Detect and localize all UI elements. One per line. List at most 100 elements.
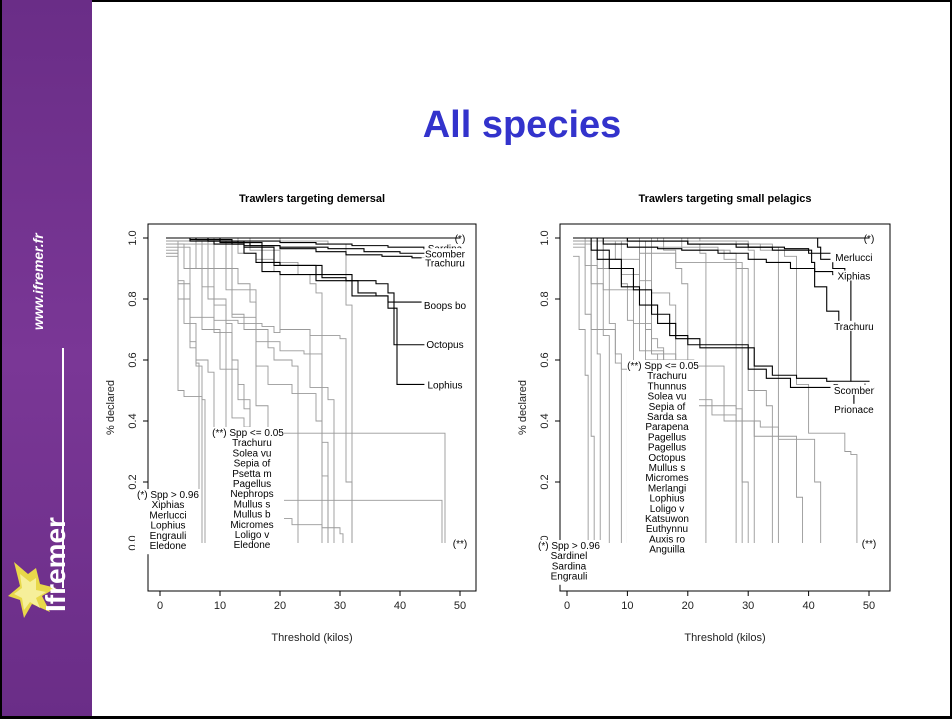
low-species-header: (**) Spp <= 0.05	[212, 428, 284, 439]
low-species-item: Solea vu	[233, 448, 272, 459]
y-axis-label: % declared	[517, 380, 529, 435]
low-species-bg	[212, 427, 284, 554]
low-species-item: Mullus s	[649, 463, 686, 474]
low-species-item: Anguilla	[649, 545, 685, 556]
line-label-bg	[424, 339, 466, 350]
x-tick-label: 50	[454, 600, 466, 612]
line-label-bg	[833, 384, 875, 395]
top-marker: (*)	[864, 234, 875, 245]
line-label: Prionace	[834, 405, 874, 416]
series-line-trachuru	[573, 237, 869, 327]
line-label-bg	[421, 257, 469, 268]
high-species-item: Engrauli	[551, 572, 588, 583]
low-species-item: Thunnus	[648, 381, 687, 392]
high-species-item: Xiphias	[152, 500, 185, 511]
x-axis-label: Threshold (kilos)	[684, 632, 765, 644]
bottom-border	[0, 716, 952, 719]
left-border	[0, 0, 2, 719]
y-tick-label: 0.4	[539, 413, 551, 428]
series-line-solea-vu	[166, 240, 299, 543]
series-line-katsuwon	[573, 237, 610, 543]
right-border	[950, 0, 952, 719]
low-species-item: Pagellus	[648, 432, 686, 443]
low-species-item: Loligo v	[235, 530, 269, 541]
y-tick-label: 0.8	[127, 291, 139, 306]
low-species-bg	[627, 360, 699, 558]
x-tick-label: 30	[334, 600, 346, 612]
brand-divider	[62, 348, 64, 588]
x-tick-label: 30	[742, 600, 754, 612]
series-line-octopus	[166, 237, 460, 346]
line-label: Lophius	[427, 380, 462, 391]
y-tick-label: 0.2	[539, 474, 551, 489]
y-axis-label: % declared	[105, 380, 117, 435]
logo-splash-icon	[8, 562, 56, 618]
high-species-header: (*) Spp > 0.96	[538, 541, 600, 552]
line-label: Octopus	[426, 340, 463, 351]
series-line-boops-bo	[573, 237, 870, 388]
chart-title: Trawlers targeting demersal	[239, 193, 385, 205]
series-line-eledone	[166, 240, 215, 543]
series-line-prionace	[573, 237, 869, 410]
top-border	[92, 0, 952, 2]
line-label: Trachuru	[425, 258, 465, 269]
low-species-item: Mullus b	[233, 510, 271, 521]
low-species-item: Psetta m	[232, 469, 271, 480]
high-species-item: Sardinel	[551, 551, 588, 562]
x-tick-label: 0	[564, 600, 570, 612]
sidebar-url[interactable]: www.ifremer.fr	[30, 233, 46, 330]
high-species-item: Sardina	[552, 561, 587, 572]
low-species-item: Parapena	[645, 422, 689, 433]
high-species-item: Merlucci	[149, 510, 186, 521]
high-species-bg	[135, 489, 201, 555]
x-tick-label: 50	[863, 600, 875, 612]
line-label: Scomber	[425, 249, 466, 260]
low-species-item: Auxis ro	[649, 534, 686, 545]
low-species-item: Trachuru	[647, 371, 687, 382]
chart-title: Trawlers targeting small pelagics	[638, 193, 811, 205]
high-species-item: Lophius	[150, 521, 185, 532]
line-label: Merlucci	[835, 253, 872, 264]
sidebar-brand: Ifremer	[40, 517, 71, 612]
series-line-sardinel	[573, 255, 589, 543]
line-label-bg	[421, 300, 469, 311]
low-species-item: Octopus	[648, 453, 685, 464]
low-species-item: Sarda sa	[647, 412, 687, 423]
x-tick-label: 0	[157, 600, 163, 612]
y-tick-label: 1.0	[539, 230, 551, 245]
x-tick-label: 20	[274, 600, 286, 612]
low-species-item: Solea vu	[648, 392, 687, 403]
brand-sidebar	[0, 0, 92, 719]
low-species-item: Nephrops	[230, 489, 273, 500]
line-label-bg	[830, 252, 878, 263]
low-species-item: Pagellus	[233, 479, 271, 490]
low-species-item: Lophius	[649, 494, 684, 505]
series-line-euthynnu	[573, 243, 622, 543]
x-tick-label: 20	[682, 600, 694, 612]
line-label-bg	[424, 379, 466, 390]
low-species-item: Katsuwon	[645, 514, 689, 525]
low-species-item: Micromes	[230, 520, 273, 531]
high-species-item: Engrauli	[150, 531, 187, 542]
plot-frame	[559, 223, 891, 592]
y-tick-label: 0.6	[127, 352, 139, 367]
low-species-item: Euthynnu	[646, 524, 688, 535]
series-line-trachuru	[166, 240, 446, 543]
slide-title: All species	[422, 104, 622, 146]
y-tick-label: 0.6	[539, 352, 551, 367]
line-label-bg	[424, 248, 466, 259]
chart-small-pelagics: Trawlers targeting small pelagics 0 10 20 30…	[517, 193, 891, 644]
low-species-item: Sepia of	[234, 459, 271, 470]
y-tick-label: 1.0	[127, 230, 139, 245]
series-line-scomber	[573, 237, 870, 391]
series-line-mullus-s	[573, 237, 773, 543]
series-line-mullus-s	[166, 240, 335, 543]
high-species-bg	[536, 540, 602, 585]
series-line-lophius	[166, 237, 460, 385]
low-species-item: Mullus s	[234, 499, 271, 510]
y-tick-label: 0.2	[127, 474, 139, 489]
bottom-marker: (**)	[453, 539, 467, 550]
high-species-item: Eledone	[150, 541, 187, 552]
series-line-boops-bo	[166, 237, 461, 306]
series-line-octopus	[573, 237, 749, 543]
